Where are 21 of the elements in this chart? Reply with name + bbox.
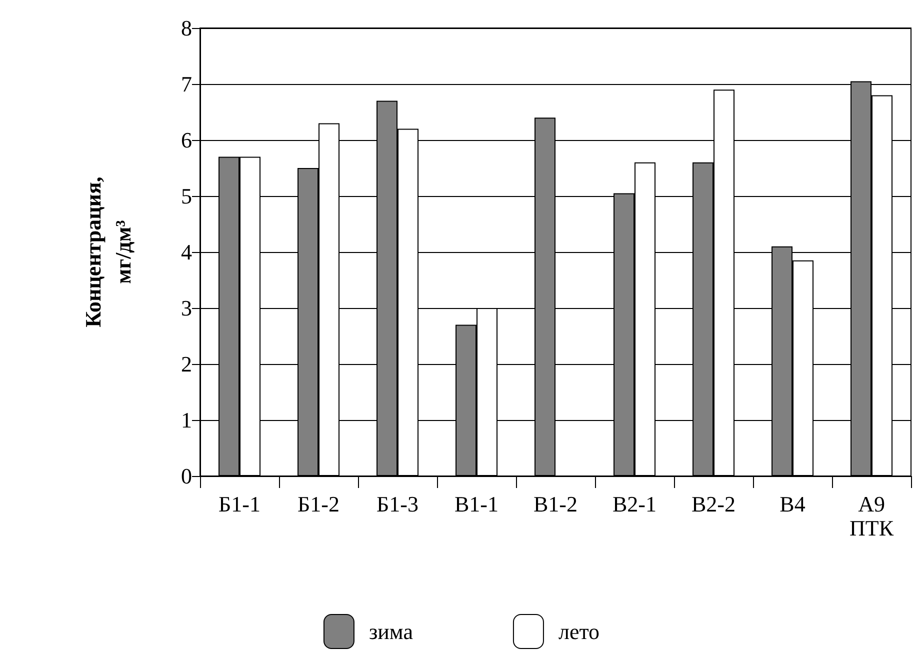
x-tick-label: В2-2 xyxy=(692,492,736,516)
y-tick-label: 5 xyxy=(181,184,192,208)
y-tick-label: 6 xyxy=(181,128,192,152)
legend-label: лето xyxy=(558,619,600,644)
x-tick-label: Б1-1 xyxy=(218,492,260,516)
y-tick-label: 0 xyxy=(181,464,192,488)
x-tick-label: В1-2 xyxy=(534,492,578,516)
y-tick-label: 3 xyxy=(181,296,192,320)
x-tick-label: В1-1 xyxy=(454,492,498,516)
x-tick-label: В4 xyxy=(780,492,806,516)
y-axis-title: Концентрация, мг/дм³ xyxy=(80,176,136,328)
legend-label: зима xyxy=(368,619,414,644)
x-tick-label: А9 ПТК xyxy=(850,492,894,540)
x-tick-label: Б1-2 xyxy=(298,492,340,516)
y-tick-label: 2 xyxy=(181,352,192,376)
y-tick-label: 4 xyxy=(181,240,192,264)
y-tick-label: 8 xyxy=(181,16,192,40)
y-tick-label: 1 xyxy=(181,408,192,432)
x-tick-label: Б1-3 xyxy=(376,492,418,516)
x-tick-label: В2-1 xyxy=(612,492,656,516)
y-tick-label: 7 xyxy=(181,72,192,96)
